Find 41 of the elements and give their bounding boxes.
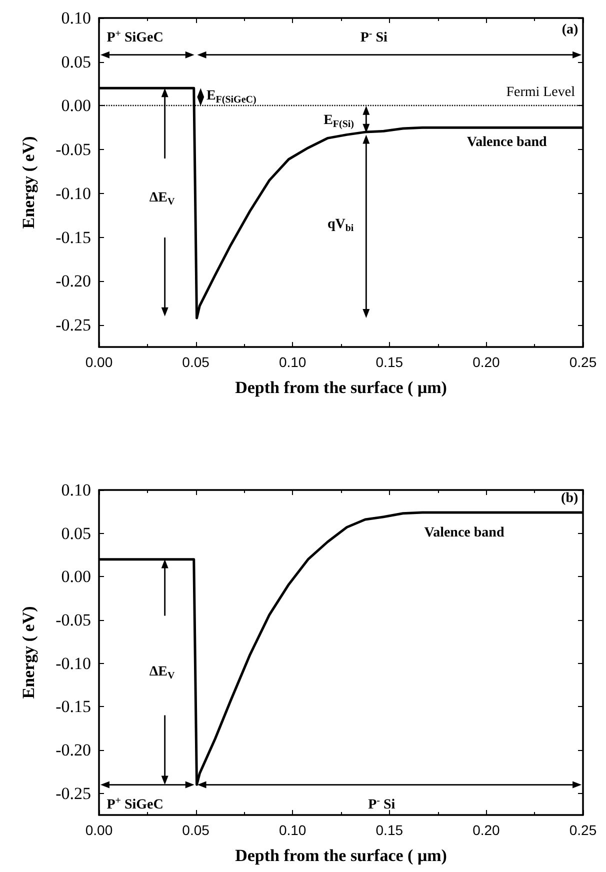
y-tick-label: 0.00 bbox=[61, 567, 91, 586]
y-tick-label: -0.10 bbox=[56, 654, 91, 673]
y-tick-label: -0.20 bbox=[56, 740, 91, 760]
y-tick-label: -0.25 bbox=[56, 316, 91, 335]
x-tick-label: 0.25 bbox=[569, 354, 597, 370]
x-axis-title: Depth from the surface ( μm) bbox=[235, 846, 447, 865]
annotation: P- Si bbox=[360, 28, 388, 46]
x-tick-label: 0.15 bbox=[376, 822, 404, 838]
y-tick-label: -0.05 bbox=[56, 140, 91, 160]
x-tick-label: 0.20 bbox=[472, 822, 500, 838]
x-tick-label: 0.15 bbox=[376, 354, 404, 370]
y-tick-label: 0.10 bbox=[61, 480, 91, 500]
y-tick-label: 0.00 bbox=[61, 96, 91, 116]
y-tick-label: -0.10 bbox=[56, 184, 91, 203]
y-tick-label: -0.15 bbox=[56, 697, 91, 716]
annotation: Valence band bbox=[466, 135, 548, 150]
annotation: P+ SiGeC bbox=[106, 795, 164, 812]
x-tick-label: 0.05 bbox=[182, 822, 210, 838]
y-tick-label: 0.05 bbox=[61, 52, 91, 72]
annotation: Valence band bbox=[424, 526, 504, 541]
x-tick-label: 0.10 bbox=[278, 822, 306, 838]
x-tick-label: 0.00 bbox=[85, 822, 113, 838]
x-tick-label: 0.25 bbox=[569, 822, 597, 838]
y-tick-label: -0.20 bbox=[56, 272, 91, 291]
x-tick-label: 0.10 bbox=[278, 354, 306, 370]
annotation: P+ SiGeC bbox=[106, 28, 164, 46]
ref-line-label: Fermi Level bbox=[506, 85, 576, 100]
y-tick-label: 0.10 bbox=[61, 8, 91, 28]
y-tick-label: -0.25 bbox=[56, 784, 91, 803]
annotation: P- Si bbox=[368, 795, 396, 812]
y-axis-title: Energy ( eV) bbox=[19, 136, 38, 229]
x-tick-label: 0.20 bbox=[472, 354, 500, 370]
y-tick-label: -0.15 bbox=[56, 228, 91, 247]
annotation: (b) bbox=[561, 491, 578, 506]
x-axis-title: Depth from the surface ( μm) bbox=[235, 378, 447, 397]
y-tick-label: 0.05 bbox=[61, 524, 91, 543]
x-tick-label: 0.05 bbox=[182, 354, 210, 370]
y-axis-title: Energy ( eV) bbox=[19, 606, 38, 699]
y-tick-label: -0.05 bbox=[56, 610, 91, 630]
x-tick-label: 0.00 bbox=[85, 354, 113, 370]
annotation: (a) bbox=[562, 22, 578, 38]
